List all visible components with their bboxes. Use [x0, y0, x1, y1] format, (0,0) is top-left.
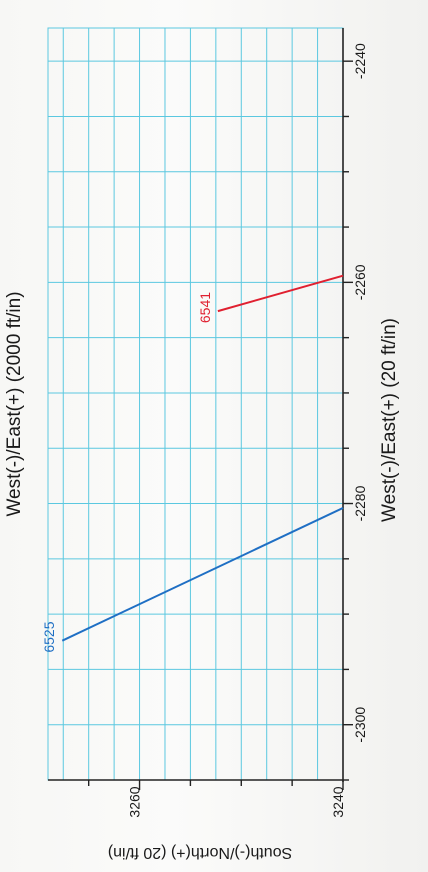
x-tick-label: -2240 — [352, 43, 368, 79]
series-label-6541: 6541 — [197, 292, 213, 323]
labels: -2300 -2280 -2260 -2240 3240 3260 West(-)/East… — [4, 43, 400, 861]
grid — [47, 27, 344, 781]
x-tick-label: -2280 — [352, 485, 368, 521]
top-axis-title: West(-)/East(+) (2000 ft/in) — [4, 291, 25, 516]
x-axis-title: West(-)/East(+) (20 ft/in) — [379, 318, 400, 522]
x-tick-label: -2260 — [352, 264, 368, 300]
axes — [48, 28, 353, 790]
y-tick-label: 3260 — [127, 786, 143, 817]
series-label-6525: 6525 — [41, 621, 57, 652]
x-tick-label: -2300 — [352, 707, 368, 743]
y-tick-label: 3240 — [330, 786, 346, 817]
series — [61, 274, 344, 642]
series-line-6541 — [217, 274, 344, 313]
plot-border — [47, 27, 344, 781]
y-axis-title: South(-)/North(+) (20 ft/in) — [108, 844, 293, 861]
series-line-6525 — [61, 507, 344, 642]
